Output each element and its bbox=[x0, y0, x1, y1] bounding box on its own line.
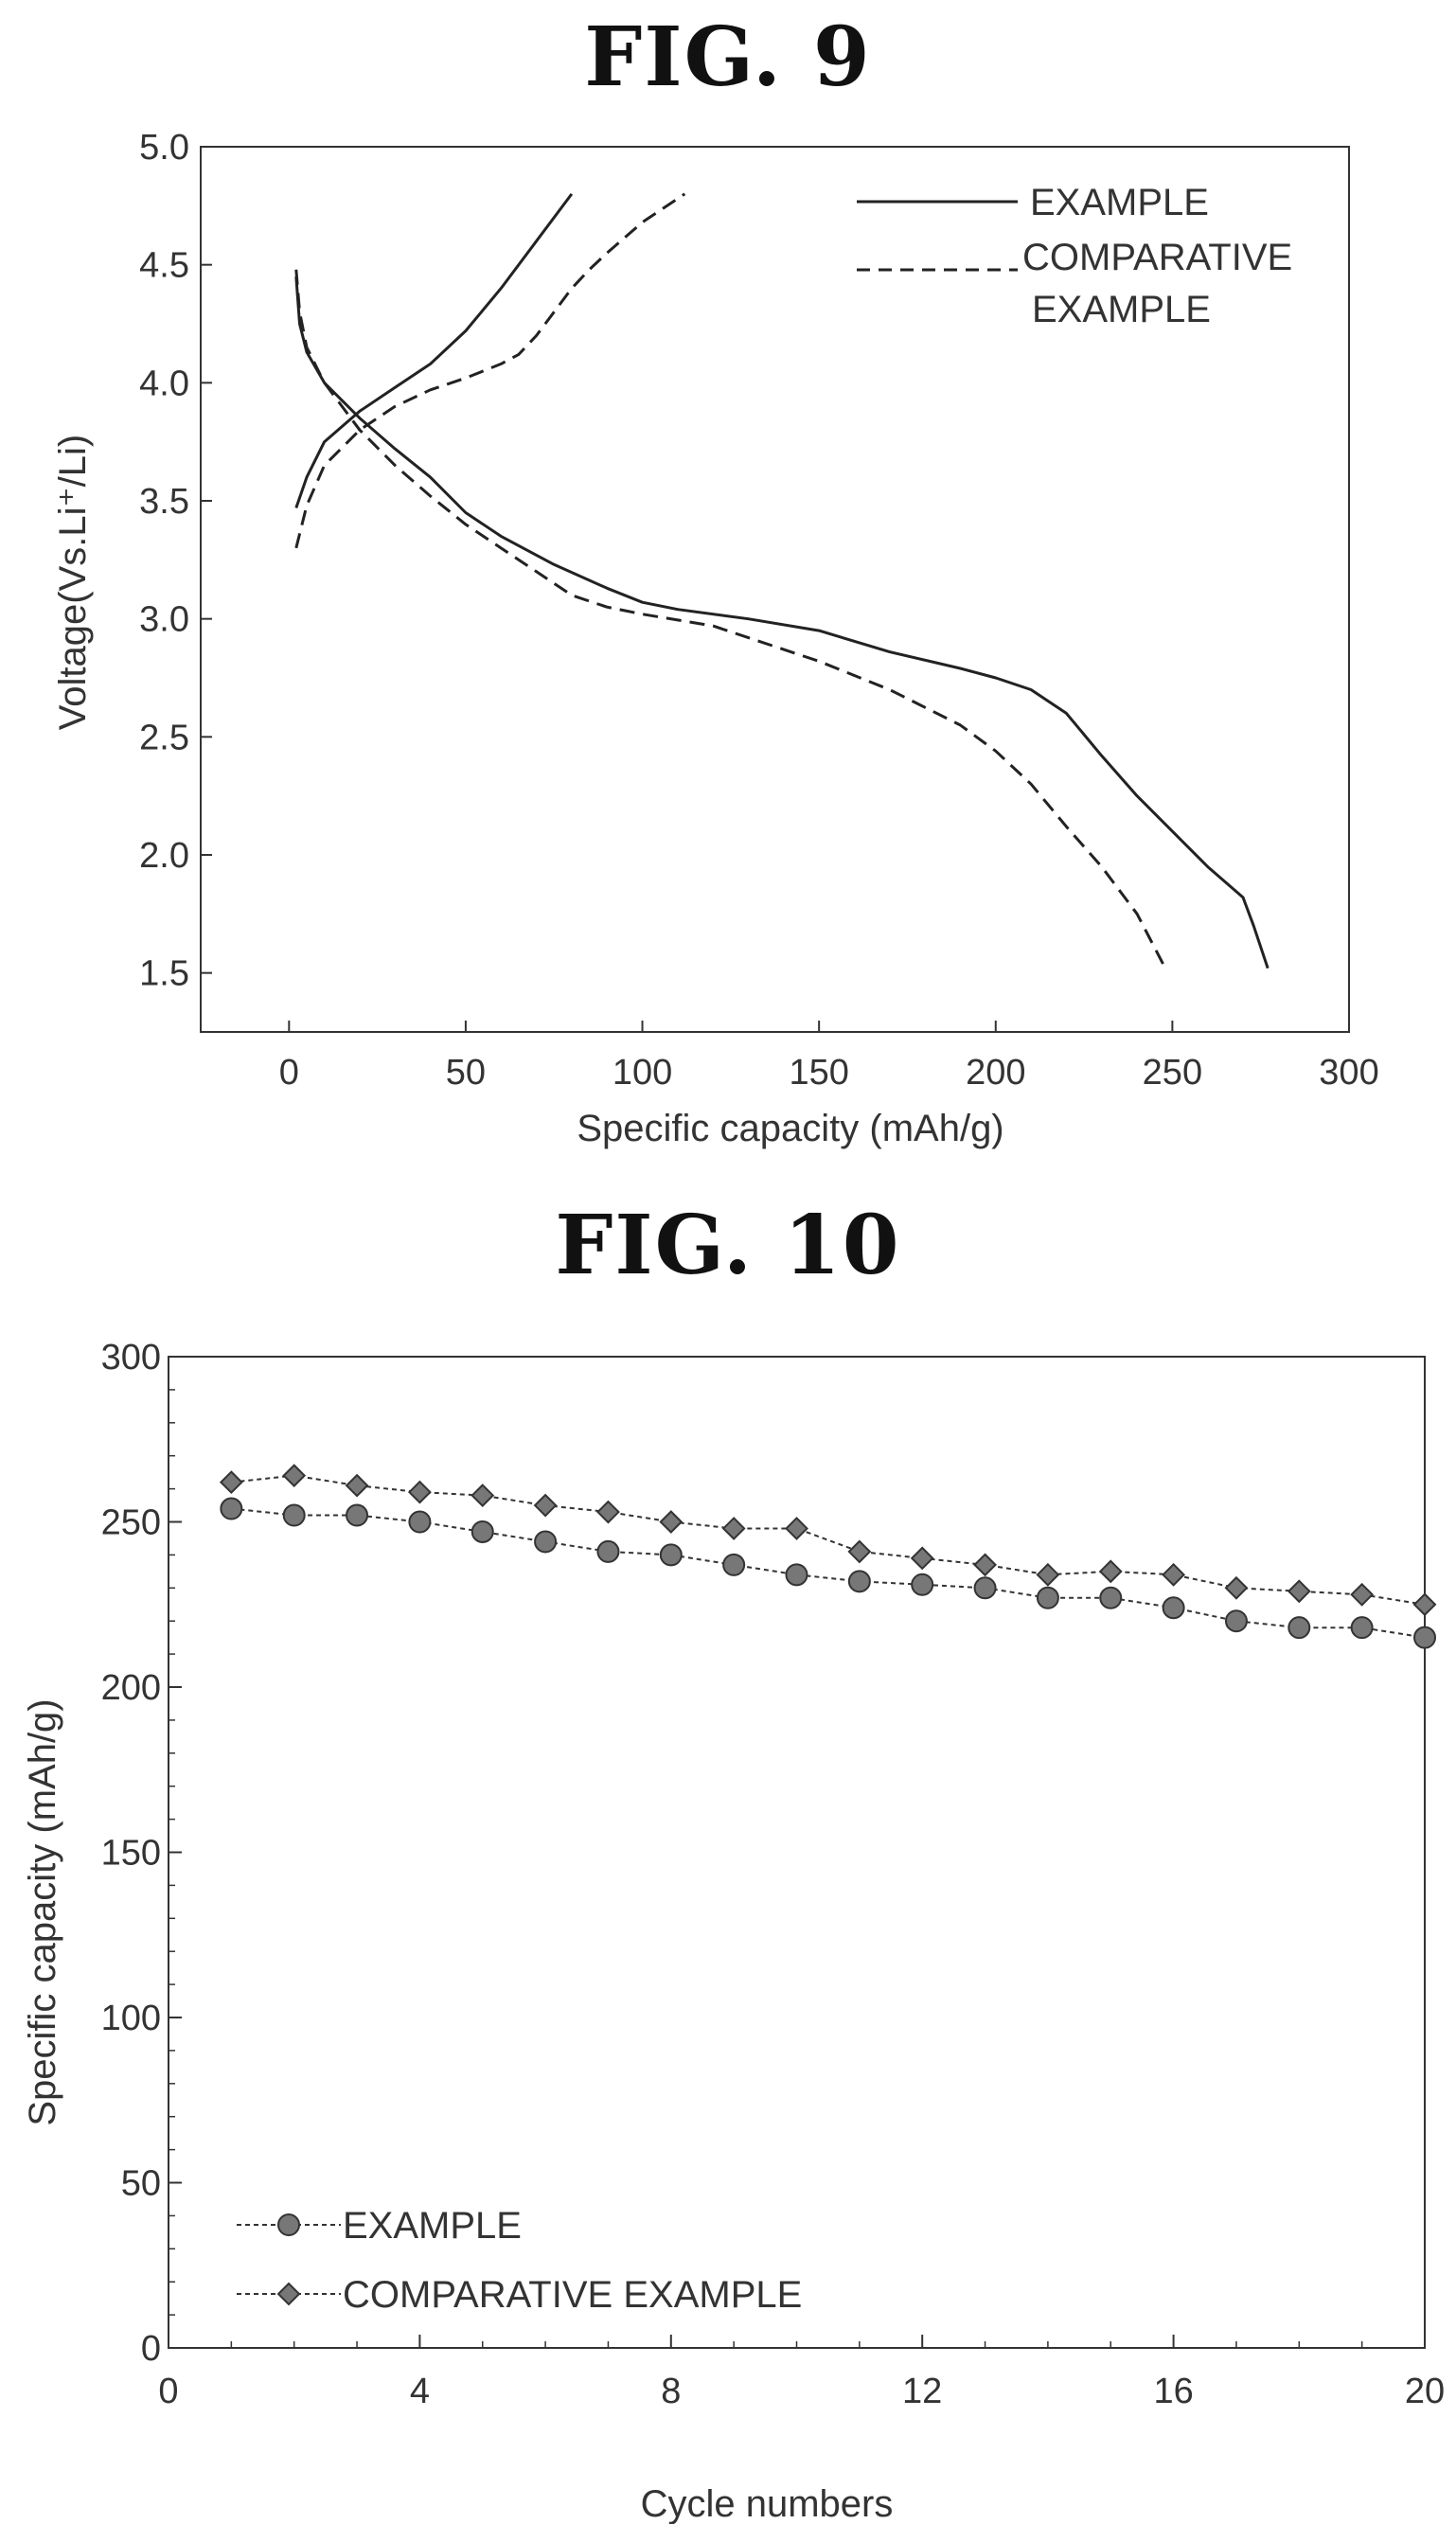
example-point bbox=[847, 1570, 871, 1593]
comparative-point bbox=[345, 1473, 369, 1498]
example-point bbox=[973, 1576, 997, 1600]
comparative-point bbox=[596, 1500, 620, 1524]
y-tick-label: 0 bbox=[141, 2329, 161, 2369]
figure-10-title: FIG. 10 bbox=[555, 1198, 901, 1293]
comparative-point bbox=[973, 1553, 997, 1577]
y-tick-label: 4.5 bbox=[139, 246, 189, 286]
comparative-point bbox=[407, 1480, 432, 1504]
legend-label-example: EXAMPLE bbox=[1030, 182, 1209, 223]
example-point bbox=[722, 1553, 746, 1576]
comparative-charge-curve bbox=[294, 192, 686, 549]
comparative-point bbox=[533, 1493, 558, 1518]
example-point bbox=[911, 1573, 934, 1596]
example-charge-curve bbox=[294, 193, 574, 508]
example-point bbox=[471, 1520, 494, 1543]
fig9-ticks: 0 50 100 150 200 250 300 1.5 2.0 2.5 3.0 3.5 4.0 4.5 5… bbox=[139, 128, 1379, 1093]
y-tick-label: 4.0 bbox=[139, 364, 189, 403]
x-tick-label: 20 bbox=[1405, 2372, 1445, 2411]
legend-label-comparative-line2: EXAMPLE bbox=[1032, 289, 1211, 330]
x-tick-label: 300 bbox=[1319, 1053, 1378, 1093]
x-tick-label: 50 bbox=[446, 1053, 486, 1093]
y-tick-label: 5.0 bbox=[139, 128, 189, 168]
x-tick-label: 100 bbox=[613, 1053, 672, 1093]
comparative-point bbox=[471, 1484, 495, 1507]
fig9-legend: EXAMPLE COMPARATIVE EXAMPLE bbox=[857, 182, 1292, 330]
x-tick-label: 0 bbox=[158, 2372, 178, 2411]
example-point bbox=[1036, 1586, 1059, 1609]
comparative-point bbox=[721, 1517, 746, 1540]
example-discharge-curve bbox=[294, 276, 1270, 969]
fig10-x-axis-label: Cycle numbers bbox=[641, 2483, 894, 2524]
x-tick-label: 8 bbox=[661, 2372, 681, 2411]
x-tick-label: 150 bbox=[789, 1053, 848, 1093]
comparative-point bbox=[659, 1510, 684, 1534]
y-tick-label: 3.5 bbox=[139, 482, 189, 522]
y-tick-label: 300 bbox=[101, 1338, 161, 1378]
legend-marker-example bbox=[277, 2213, 300, 2236]
figure-9-title: FIG. 9 bbox=[584, 9, 872, 105]
x-tick-label: 4 bbox=[410, 2372, 430, 2411]
example-point bbox=[408, 1510, 432, 1534]
example-point bbox=[534, 1530, 558, 1554]
fig9-y-axis-label: Voltage(Vs.Li⁺/Li) bbox=[52, 435, 94, 730]
example-point bbox=[1099, 1586, 1123, 1609]
comparative-point bbox=[219, 1470, 243, 1495]
x-tick-label: 200 bbox=[966, 1053, 1025, 1093]
example-point bbox=[785, 1563, 808, 1587]
example-point bbox=[346, 1503, 369, 1527]
example-point bbox=[282, 1503, 306, 1527]
comparative-series-line bbox=[231, 1474, 1426, 1606]
legend-marker-comparative bbox=[276, 2282, 301, 2306]
example-point bbox=[1287, 1616, 1311, 1640]
fig10-series bbox=[219, 1464, 1437, 1649]
example-point bbox=[659, 1543, 683, 1567]
y-tick-label: 150 bbox=[101, 1834, 161, 1874]
comparative-point bbox=[1350, 1582, 1375, 1607]
figure-9-chart: 0 50 100 150 200 250 300 1.5 2.0 2.5 3.0 3.5 4.0 4.5 5… bbox=[52, 128, 1379, 1149]
comparative-discharge-curve bbox=[294, 269, 1167, 969]
comparative-point bbox=[910, 1546, 934, 1571]
y-tick-label: 50 bbox=[121, 2164, 161, 2204]
example-point bbox=[1350, 1616, 1374, 1640]
example-point bbox=[1224, 1609, 1248, 1633]
x-tick-label: 250 bbox=[1143, 1053, 1202, 1093]
y-tick-label: 2.5 bbox=[139, 718, 189, 757]
y-tick-label: 3.0 bbox=[139, 600, 189, 640]
comparative-point bbox=[1412, 1592, 1437, 1617]
comparative-point bbox=[1036, 1562, 1060, 1587]
fig9-axes bbox=[200, 146, 1350, 1033]
y-tick-label: 200 bbox=[101, 1668, 161, 1708]
y-tick-label: 100 bbox=[101, 1999, 161, 2038]
fig10-y-axis-label: Specific capacity (mAh/g) bbox=[22, 1698, 63, 2125]
comparative-point bbox=[847, 1539, 872, 1564]
comparative-point bbox=[1287, 1579, 1311, 1604]
x-tick-label: 12 bbox=[902, 2372, 942, 2411]
example-point bbox=[1413, 1626, 1436, 1649]
comparative-point bbox=[1162, 1562, 1186, 1587]
y-tick-label: 250 bbox=[101, 1503, 161, 1543]
fig10-legend: EXAMPLE COMPARATIVE EXAMPLE bbox=[237, 2205, 802, 2316]
comparative-point bbox=[1224, 1575, 1249, 1600]
comparative-point bbox=[282, 1464, 307, 1488]
comparative-point bbox=[1098, 1559, 1123, 1584]
example-point bbox=[220, 1497, 243, 1520]
example-point bbox=[1162, 1596, 1185, 1620]
comparative-point bbox=[785, 1517, 808, 1540]
fig9-x-axis-label: Specific capacity (mAh/g) bbox=[577, 1108, 1003, 1149]
legend-label-comparative-line1: COMPARATIVE bbox=[1022, 237, 1292, 278]
y-tick-label: 2.0 bbox=[139, 836, 189, 876]
fig9-plot-frame bbox=[200, 146, 1350, 1033]
y-tick-label: 1.5 bbox=[139, 954, 189, 994]
legend-label-comparative: COMPARATIVE EXAMPLE bbox=[343, 2274, 802, 2316]
example-point bbox=[596, 1539, 620, 1563]
fig9-series bbox=[294, 192, 1270, 969]
x-tick-label: 16 bbox=[1153, 2372, 1193, 2411]
x-tick-label: 0 bbox=[279, 1053, 299, 1093]
legend-label-example: EXAMPLE bbox=[343, 2205, 522, 2247]
